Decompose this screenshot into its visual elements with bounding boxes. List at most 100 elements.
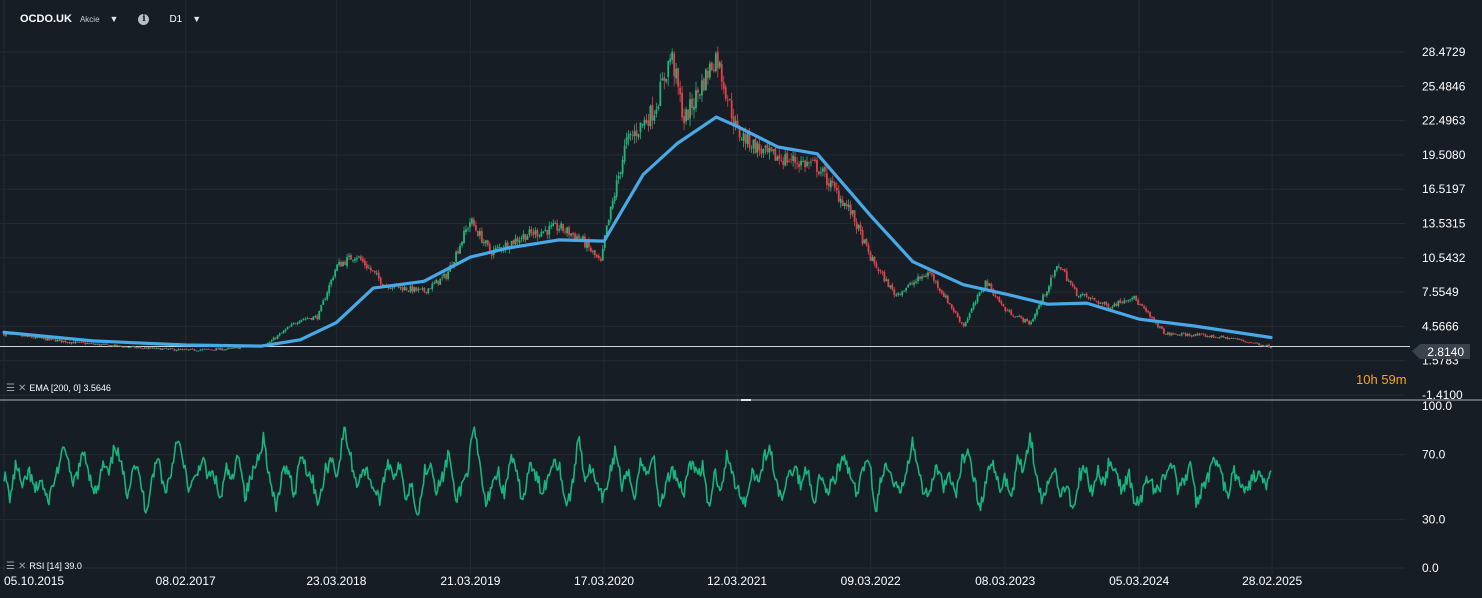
- candle: [161, 348, 164, 351]
- candle: [415, 287, 418, 292]
- candle: [885, 276, 888, 282]
- candle: [742, 129, 745, 148]
- candle: [1137, 298, 1140, 306]
- price-candles: [3, 46, 1272, 352]
- candle: [1014, 316, 1017, 318]
- candle: [1079, 293, 1082, 299]
- candle: [512, 239, 515, 245]
- candle: [952, 306, 955, 314]
- candle: [413, 286, 416, 293]
- candle: [66, 342, 69, 344]
- candle: [673, 50, 676, 86]
- candle: [562, 223, 565, 234]
- candle: [911, 280, 914, 286]
- caret-down-icon[interactable]: ▼: [109, 14, 119, 24]
- candle: [923, 274, 925, 278]
- candle: [280, 332, 283, 334]
- candle: [274, 336, 277, 340]
- price-tick-label: 10.5432: [1422, 251, 1466, 265]
- rsi-list-icon[interactable]: ☰: [6, 560, 15, 572]
- candle: [631, 130, 634, 141]
- candle: [1024, 318, 1027, 324]
- candle: [768, 143, 771, 160]
- candle: [195, 350, 198, 352]
- candle: [540, 228, 543, 238]
- candle: [1034, 312, 1036, 321]
- candle: [181, 348, 184, 351]
- candle: [1085, 292, 1088, 298]
- candle: [209, 349, 212, 351]
- candle: [227, 347, 229, 350]
- candle: [1176, 334, 1179, 336]
- candle: [197, 350, 200, 352]
- price-tick-label: 7.5549: [1422, 285, 1459, 299]
- candle: [667, 60, 670, 86]
- candle: [1161, 325, 1163, 330]
- ema-indicator-label: ☰ ✕ EMA [200, 0] 3.5646: [6, 381, 111, 395]
- candle: [998, 296, 1001, 303]
- candle: [671, 48, 674, 64]
- candle: [627, 130, 630, 146]
- candle: [976, 293, 979, 304]
- candle: [901, 290, 904, 298]
- candle: [58, 339, 61, 342]
- time-tick-label: 05.03.2024: [1109, 574, 1169, 588]
- candle: [308, 318, 311, 320]
- candle: [1111, 305, 1114, 310]
- candle: [173, 348, 176, 352]
- candle: [478, 228, 481, 240]
- price-tick-label: 13.5315: [1422, 216, 1466, 230]
- candle: [1125, 300, 1128, 304]
- candle: [284, 328, 287, 333]
- rsi-close-icon[interactable]: ✕: [17, 560, 27, 572]
- candle: [641, 123, 644, 129]
- candle: [708, 60, 711, 81]
- time-tick-label: 08.02.2017: [156, 574, 216, 588]
- candle: [433, 280, 436, 285]
- candle: [829, 177, 832, 192]
- timeframe-selector[interactable]: D1: [169, 13, 183, 25]
- candle: [1113, 302, 1116, 307]
- timeframe-caret-down-icon[interactable]: ▼: [192, 14, 202, 24]
- candle: [611, 197, 614, 210]
- candle: [1012, 314, 1015, 318]
- candle: [350, 253, 352, 260]
- candle: [635, 122, 638, 143]
- close-icon[interactable]: ✕: [17, 382, 27, 394]
- candle: [1030, 320, 1032, 326]
- candle: [296, 321, 299, 326]
- candle: [322, 298, 325, 305]
- candle: [1036, 307, 1038, 317]
- ema-line: [2, 115, 1273, 348]
- pane-resize-handle[interactable]: [741, 399, 751, 401]
- price-tick-label: -1.4100: [1422, 388, 1463, 402]
- candle: [625, 132, 628, 149]
- info-icon[interactable]: i: [138, 13, 150, 25]
- candle: [90, 342, 93, 344]
- candle: [189, 348, 192, 351]
- candle: [1166, 331, 1169, 336]
- candle: [1038, 303, 1040, 310]
- candle: [334, 268, 337, 279]
- candle: [1002, 303, 1005, 307]
- list-icon[interactable]: ☰: [6, 382, 15, 394]
- candle: [1135, 295, 1138, 302]
- candle: [288, 325, 291, 328]
- time-tick-label: 08.03.2023: [975, 574, 1035, 588]
- candle: [782, 156, 785, 170]
- candle: [100, 344, 103, 347]
- candle: [887, 278, 890, 288]
- candle: [839, 195, 842, 208]
- symbol-label[interactable]: OCDO.UK: [20, 13, 72, 25]
- candle: [346, 253, 348, 269]
- candle: [126, 346, 128, 348]
- candle: [936, 279, 939, 291]
- candle: [439, 278, 442, 285]
- candle: [869, 250, 872, 262]
- candle: [933, 272, 935, 284]
- candle: [554, 220, 557, 224]
- rsi-tick-label: 30.0: [1422, 512, 1446, 526]
- candle: [1186, 332, 1189, 337]
- candle: [203, 348, 206, 350]
